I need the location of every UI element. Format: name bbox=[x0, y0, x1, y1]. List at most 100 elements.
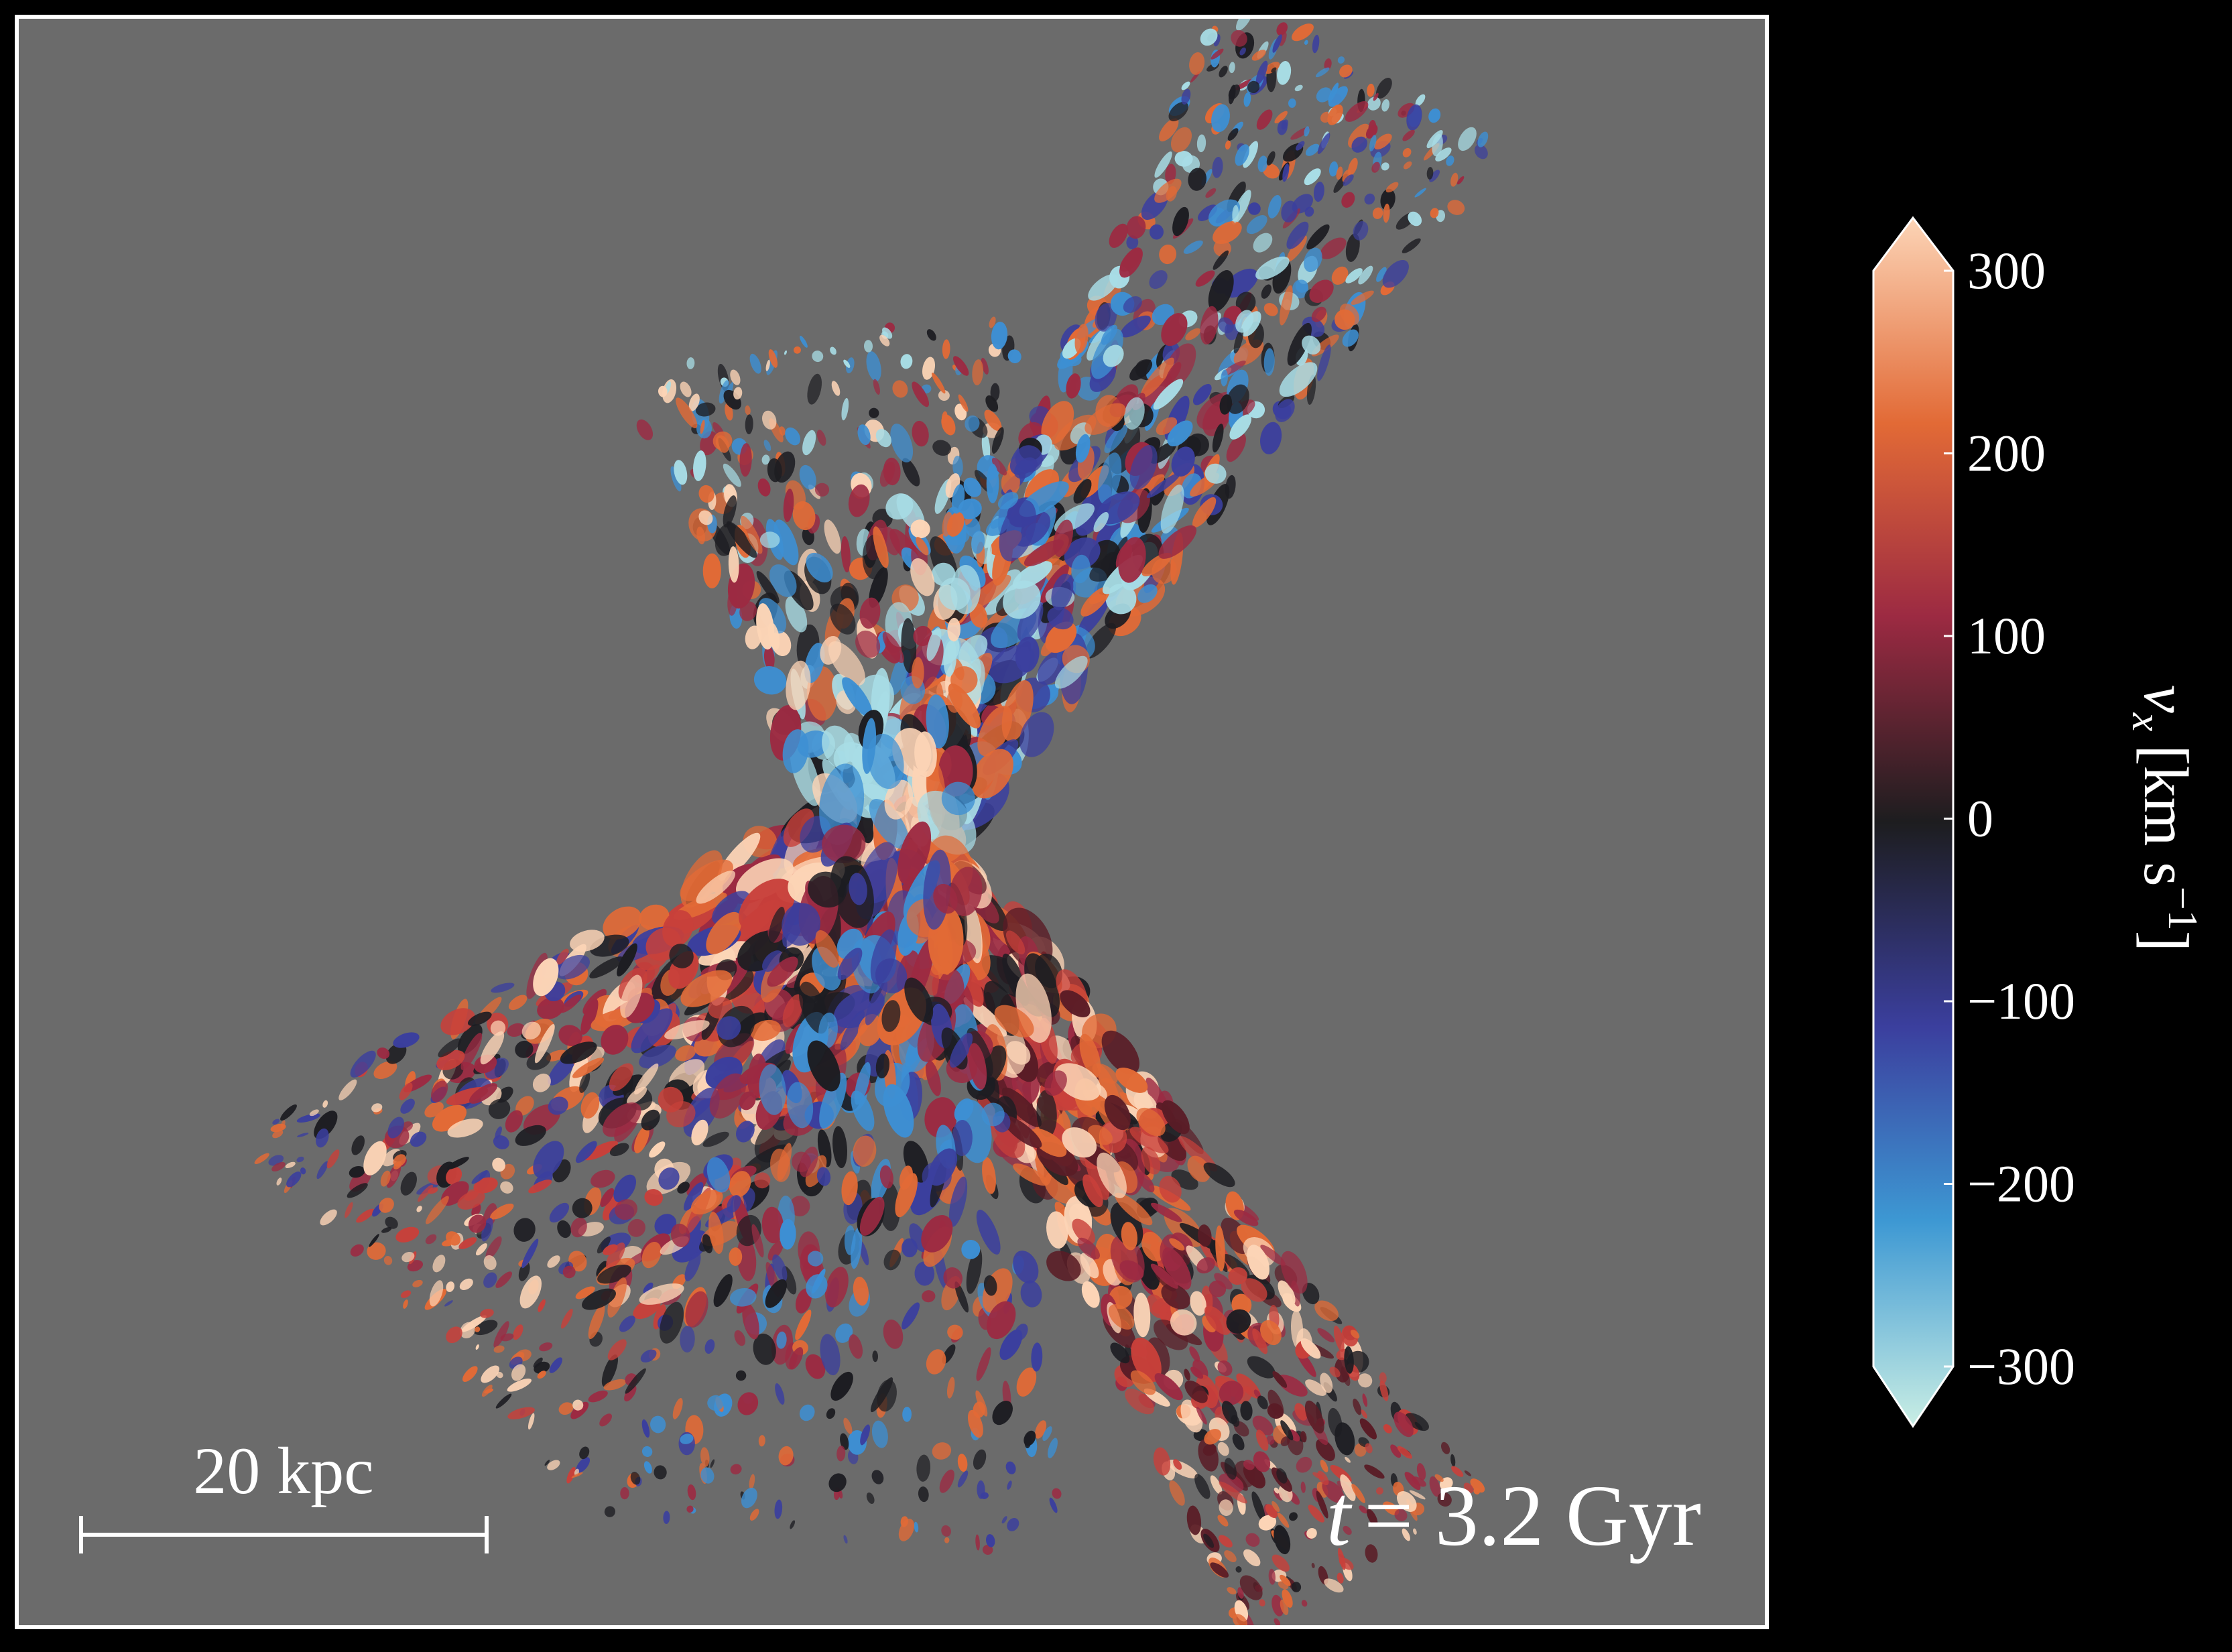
gas-blob bbox=[1373, 133, 1392, 149]
gas-blob bbox=[1208, 270, 1234, 312]
gas-blob bbox=[987, 1301, 1016, 1340]
gas-blob bbox=[601, 1025, 629, 1055]
gas-blob bbox=[1189, 1346, 1200, 1362]
gas-blob bbox=[1265, 1435, 1275, 1445]
gas-blob bbox=[1396, 1491, 1417, 1512]
gas-blob bbox=[867, 733, 904, 789]
gas-blob bbox=[1317, 133, 1330, 154]
gas-blob bbox=[981, 433, 991, 460]
gas-blob bbox=[558, 1402, 574, 1415]
gas-blob bbox=[957, 1454, 968, 1472]
gas-blob bbox=[899, 1165, 914, 1190]
gas-blob bbox=[783, 808, 814, 847]
gas-blob bbox=[1337, 1572, 1344, 1584]
gas-blob bbox=[728, 546, 739, 583]
gas-blob bbox=[702, 553, 721, 588]
gas-blob bbox=[570, 930, 605, 952]
gas-blob bbox=[412, 1279, 423, 1287]
gas-blob bbox=[1381, 99, 1389, 112]
gas-blob bbox=[1435, 147, 1452, 162]
gas-blob bbox=[950, 565, 981, 615]
gas-blob bbox=[1031, 1342, 1043, 1372]
colorbar-unit: [km s bbox=[2131, 745, 2200, 887]
gas-blob bbox=[794, 346, 801, 354]
gas-blob bbox=[1327, 104, 1343, 125]
gas-blob bbox=[883, 1319, 904, 1349]
gas-blob bbox=[686, 357, 695, 369]
gas-blob bbox=[925, 1060, 941, 1096]
gas-blob bbox=[1245, 1533, 1260, 1547]
gas-blob bbox=[1194, 1474, 1211, 1499]
gas-blob bbox=[599, 1413, 612, 1427]
gas-blob bbox=[1149, 270, 1168, 290]
gas-blob bbox=[842, 677, 873, 718]
gas-blob bbox=[495, 1271, 513, 1288]
gas-blob bbox=[603, 906, 642, 940]
gas-blob bbox=[680, 381, 692, 397]
gas-blob bbox=[1173, 1459, 1182, 1470]
gas-blob bbox=[571, 1472, 583, 1478]
gas-blob bbox=[1140, 357, 1174, 398]
gas-blob bbox=[719, 380, 729, 404]
gas-blob bbox=[677, 1182, 690, 1194]
gas-blob bbox=[1006, 1041, 1031, 1065]
gas-blob bbox=[994, 1005, 1034, 1037]
gas-blob bbox=[1042, 1426, 1052, 1442]
gas-blob bbox=[785, 427, 801, 446]
gas-blob bbox=[786, 1082, 814, 1129]
gas-blob bbox=[508, 995, 528, 1011]
gas-blob bbox=[1196, 1407, 1207, 1425]
gas-blob bbox=[869, 567, 888, 608]
gas-blob bbox=[1263, 348, 1275, 376]
gas-blob bbox=[749, 1474, 755, 1490]
gas-blob bbox=[1260, 422, 1282, 454]
gas-blob bbox=[1125, 1389, 1155, 1415]
gas-blob bbox=[1383, 1501, 1400, 1515]
gas-blob bbox=[490, 1203, 514, 1220]
gas-blob bbox=[658, 385, 668, 397]
gas-blob bbox=[900, 354, 913, 369]
gas-blob bbox=[570, 1401, 589, 1419]
gas-blob bbox=[971, 749, 1013, 799]
gas-blob bbox=[807, 1251, 824, 1267]
gas-blob bbox=[778, 1446, 794, 1466]
gas-blob bbox=[1126, 216, 1146, 239]
gas-blob bbox=[1364, 1464, 1385, 1479]
gas-blob bbox=[627, 1086, 647, 1104]
gas-blob bbox=[1309, 279, 1334, 303]
gas-blob bbox=[1403, 161, 1412, 170]
gas-blob bbox=[575, 1141, 597, 1163]
gas-blob bbox=[653, 1304, 666, 1330]
gas-blob bbox=[1227, 384, 1249, 414]
gas-blob bbox=[387, 1117, 404, 1139]
gas-blob bbox=[1181, 88, 1191, 105]
gas-blob bbox=[350, 1244, 364, 1257]
gas-blob bbox=[1232, 205, 1239, 223]
gas-blob bbox=[1434, 1474, 1444, 1482]
gas-blob bbox=[582, 1288, 616, 1310]
gas-blob bbox=[1047, 607, 1074, 630]
gas-blob bbox=[943, 640, 957, 677]
gas-blob bbox=[1371, 162, 1380, 173]
gas-blob bbox=[662, 379, 677, 403]
gas-blob bbox=[802, 430, 816, 456]
gas-blob bbox=[926, 694, 949, 749]
gas-blob bbox=[680, 1434, 694, 1444]
gas-blob bbox=[958, 394, 969, 412]
gas-blob bbox=[1464, 1470, 1471, 1476]
gas-blob bbox=[481, 1218, 493, 1242]
gas-blob bbox=[1359, 1505, 1367, 1514]
gas-blob bbox=[480, 1031, 505, 1065]
gas-blob bbox=[1104, 424, 1128, 454]
gas-blob bbox=[713, 1274, 733, 1308]
gas-blob bbox=[1030, 1128, 1067, 1157]
gas-blob bbox=[1024, 539, 1064, 567]
gas-blob bbox=[1428, 108, 1441, 123]
gas-blob bbox=[446, 1167, 462, 1185]
gas-blob bbox=[765, 359, 770, 371]
gas-blob bbox=[639, 904, 670, 930]
gas-blob bbox=[1036, 1090, 1057, 1137]
gas-blob bbox=[844, 1225, 856, 1255]
gas-blob bbox=[1390, 1444, 1402, 1458]
gas-blob bbox=[1368, 119, 1377, 137]
